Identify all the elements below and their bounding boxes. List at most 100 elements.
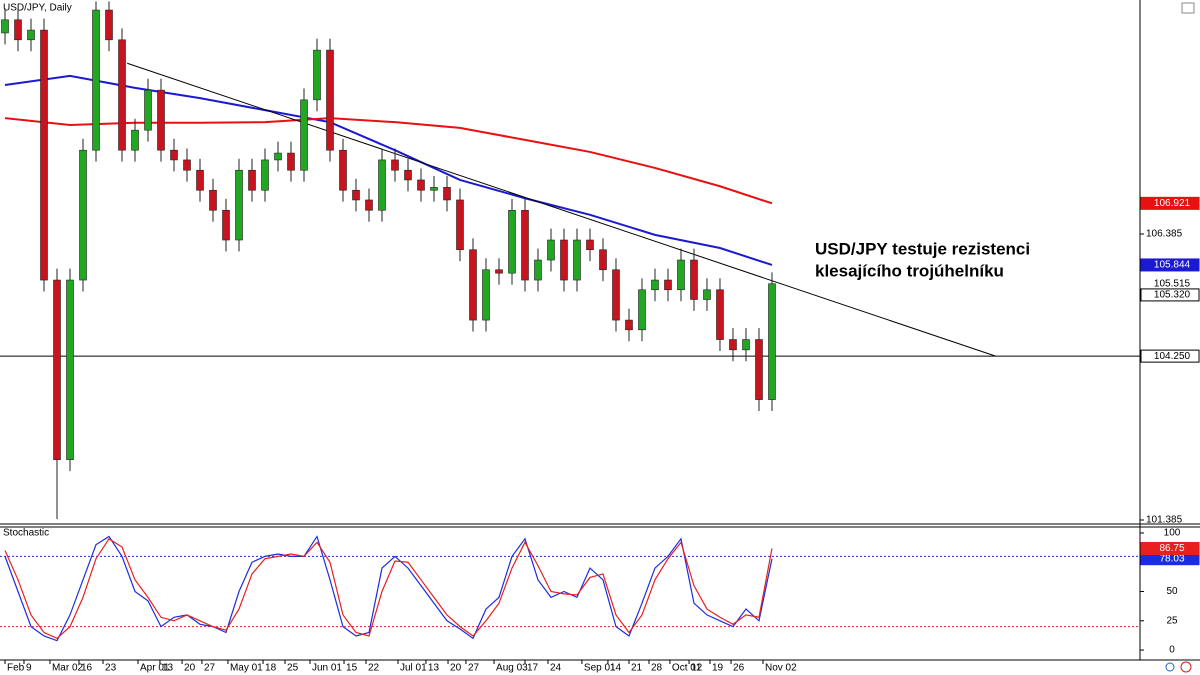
price-badge xyxy=(1140,258,1200,272)
x-tick-label: 13 xyxy=(162,663,174,674)
candle-body xyxy=(248,169,256,191)
candle-body xyxy=(443,187,451,201)
x-tick-label: 25 xyxy=(287,663,299,674)
price-badge-label: 78.03 xyxy=(1159,553,1184,564)
candle-body xyxy=(209,189,217,211)
candle-body xyxy=(508,209,516,274)
candle-body xyxy=(573,239,581,281)
y-tick-label: 50 xyxy=(1166,586,1178,597)
x-tick-label: 13 xyxy=(428,663,440,674)
window-icon[interactable] xyxy=(1181,2,1195,14)
price-badge xyxy=(1140,288,1200,302)
y-tick-label: 25 xyxy=(1166,615,1178,626)
x-tick-label: 28 xyxy=(651,663,663,674)
price-badge xyxy=(1140,349,1200,363)
x-tick-label: 15 xyxy=(346,663,358,674)
candle-body xyxy=(729,339,737,351)
candle-body xyxy=(742,339,750,351)
price-badge xyxy=(1140,196,1200,210)
candle-body xyxy=(313,49,321,101)
candle-body xyxy=(560,239,568,281)
trendline xyxy=(127,62,996,357)
candle-body xyxy=(118,39,126,151)
chart-title: USD/JPY, Daily xyxy=(3,3,72,14)
candle-body xyxy=(755,339,763,400)
candle-body xyxy=(586,239,594,251)
candle-body xyxy=(521,209,529,281)
price-badge xyxy=(1140,541,1200,555)
candle-body xyxy=(495,269,503,274)
x-tick-label: 23 xyxy=(105,663,117,674)
candle-body xyxy=(27,29,35,41)
candle-body xyxy=(716,289,724,340)
candle-body xyxy=(677,259,685,291)
candle-body xyxy=(664,279,672,291)
last-price-label: 105.515 xyxy=(1154,278,1191,289)
x-tick-label: 22 xyxy=(368,663,380,674)
price-badge-label: 86.75 xyxy=(1159,543,1184,554)
candle-body xyxy=(105,9,113,41)
candle-body xyxy=(638,289,646,331)
x-tick-label: Jul 01 xyxy=(400,663,427,674)
candle-body xyxy=(690,259,698,300)
candle-body xyxy=(287,152,295,171)
candle-body xyxy=(456,199,464,251)
stochastic-line xyxy=(4,538,773,640)
indicator-title: Stochastic xyxy=(3,528,49,539)
x-tick-label: 20 xyxy=(450,663,462,674)
candle-body xyxy=(352,189,360,201)
x-tick-label: Aug 03 xyxy=(496,663,528,674)
y-tick-label: 101.385 xyxy=(1146,515,1183,526)
candle-body xyxy=(482,269,490,321)
candle-body xyxy=(157,89,165,151)
candle-body xyxy=(703,289,711,300)
price-badge-label: 106.921 xyxy=(1154,198,1191,209)
x-tick-label: Oct 01 xyxy=(672,663,702,674)
x-tick-label: Mar 02 xyxy=(52,663,84,674)
x-tick-label: May 01 xyxy=(230,663,263,674)
y-tick-label: 0 xyxy=(1169,645,1175,656)
x-tick-label: Apr 01 xyxy=(140,663,170,674)
candle-body xyxy=(222,209,230,241)
annotation: klesajícího trojúhelníku xyxy=(815,261,1004,280)
x-tick-label: 18 xyxy=(265,663,277,674)
candle-body xyxy=(547,239,555,261)
candle-body xyxy=(235,169,243,241)
candle-body xyxy=(339,149,347,191)
candle-body xyxy=(79,149,87,281)
candle-body xyxy=(40,29,48,281)
x-tick-label: 20 xyxy=(184,663,196,674)
candle-body xyxy=(404,169,412,181)
candle-body xyxy=(66,279,74,460)
candle-body xyxy=(391,159,399,171)
candle-body xyxy=(365,199,373,211)
candle-body xyxy=(651,279,659,291)
x-tick-label: 26 xyxy=(733,663,745,674)
stochastic-line xyxy=(4,535,773,642)
candle-body xyxy=(14,19,22,41)
candle-body xyxy=(430,187,438,191)
close-icon[interactable] xyxy=(1180,661,1192,673)
candle-body xyxy=(612,269,620,321)
candle-body xyxy=(53,279,61,460)
candle-body xyxy=(92,9,100,151)
annotation: USD/JPY testuje rezistenci xyxy=(815,239,1030,258)
candle-body xyxy=(170,149,178,161)
x-tick-label: 21 xyxy=(631,663,643,674)
candle-body xyxy=(144,89,152,131)
price-badge-label: 105.844 xyxy=(1154,260,1191,271)
candle-body xyxy=(274,152,282,161)
x-tick-label: 16 xyxy=(81,663,93,674)
x-tick-label: 17 xyxy=(527,663,539,674)
candle-body xyxy=(378,159,386,211)
candle-body xyxy=(417,179,425,191)
candle-body xyxy=(1,19,9,34)
candle-body xyxy=(300,99,308,171)
x-tick-label: 27 xyxy=(204,663,216,674)
x-tick-label: Feb xyxy=(7,663,25,674)
link-icon[interactable] xyxy=(1165,662,1175,672)
candle-body xyxy=(768,283,776,400)
